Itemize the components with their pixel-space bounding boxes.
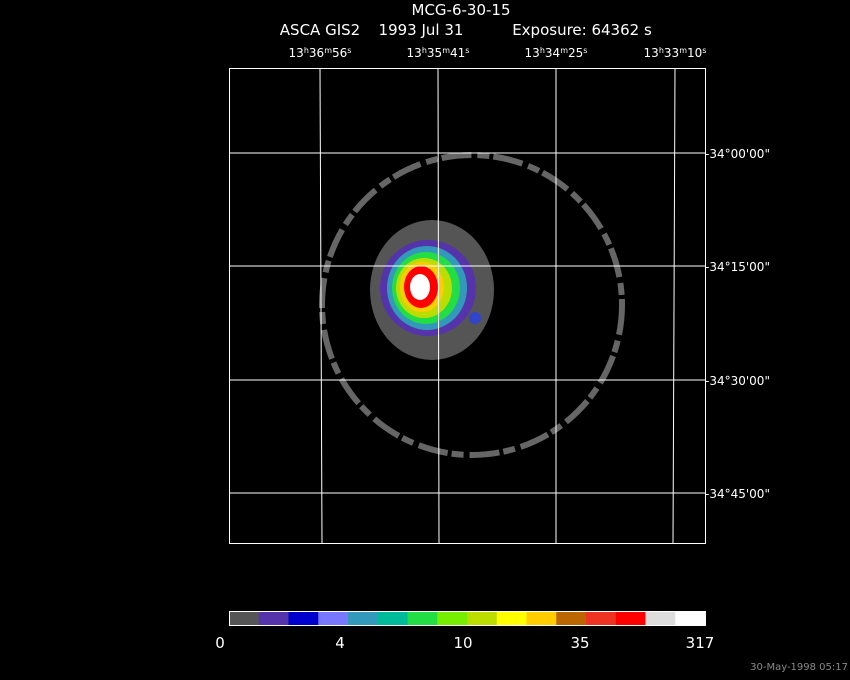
colorbar-swatch <box>467 611 498 625</box>
dec-labels: -34°00'00" -34°15'00" -34°30'00" -34°45'00" <box>705 147 770 501</box>
colorbar-label: 35 <box>570 634 589 652</box>
grid-line <box>672 67 676 544</box>
ra-number: 34 <box>545 46 560 60</box>
ra-unit: s <box>702 46 706 55</box>
title: MCG-6-30-15 <box>412 1 511 19</box>
dec-label: -34°00'00" <box>705 147 770 161</box>
colorbar-swatch <box>526 611 557 625</box>
ra-labels: 13h36m56s 13h35m41s 13h34m25s 13h33m10s <box>289 46 707 60</box>
dec-label: -34°15'00" <box>705 260 770 274</box>
grid-line <box>319 67 323 544</box>
ra-unit: h <box>422 46 427 55</box>
ra-label: 13h36m56s <box>289 46 352 60</box>
colorbar-swatch <box>675 611 706 625</box>
ra-number: 25 <box>568 46 583 60</box>
ra-number: 13 <box>644 46 659 60</box>
colorbar-swatch <box>348 611 379 625</box>
image <box>319 152 625 458</box>
exposure: Exposure: 64362 s <box>512 21 652 39</box>
instrument: ASCA GIS2 <box>280 21 360 39</box>
colorbar-swatch <box>258 611 289 625</box>
colorbar-frame <box>229 611 706 626</box>
ra-number: 13 <box>289 46 304 60</box>
dec-label: -34°45'00" <box>705 487 770 501</box>
colorbar-swatch <box>437 611 468 625</box>
ra-unit: h <box>540 46 545 55</box>
colorbar-swatch <box>496 611 527 625</box>
ra-number: 10 <box>687 46 702 60</box>
colorbar: 0 4 10 35 317 <box>215 611 714 652</box>
grid <box>229 67 705 544</box>
ra-number: 36 <box>309 46 324 60</box>
colorbar-label: 0 <box>215 634 225 652</box>
ra-unit: m <box>679 46 687 55</box>
colorbar-swatch <box>229 611 260 625</box>
ra-unit: s <box>583 46 587 55</box>
peak <box>410 274 430 300</box>
ra-number: 33 <box>664 46 679 60</box>
colorbar-label: 317 <box>686 634 715 652</box>
colorbar-swatch <box>556 611 587 625</box>
colorbar-label: 4 <box>335 634 345 652</box>
ra-unit: h <box>304 46 309 55</box>
obs-date: 1993 Jul 31 <box>379 21 464 39</box>
colorbar-swatch <box>645 611 676 625</box>
dec-label: -34°30'00" <box>705 374 770 388</box>
colorbar-swatch <box>407 611 438 625</box>
ra-number: 56 <box>332 46 347 60</box>
timestamp: 30-May-1998 05:17 <box>750 662 848 673</box>
colorbar-swatch <box>288 611 319 625</box>
ra-unit: m <box>324 46 332 55</box>
colorbar-label: 10 <box>453 634 472 652</box>
ra-number: 13 <box>407 46 422 60</box>
colorbar-swatch <box>377 611 408 625</box>
ra-number: 35 <box>427 46 442 60</box>
ra-unit: m <box>442 46 450 55</box>
ra-number: 41 <box>450 46 465 60</box>
detector-ring <box>319 152 625 458</box>
ra-label: 13h35m41s <box>407 46 470 60</box>
secondary-source <box>469 312 481 324</box>
ra-label: 13h33m10s <box>644 46 707 60</box>
ra-label: 13h34m25s <box>525 46 588 60</box>
ra-unit: m <box>560 46 568 55</box>
colorbar-swatch <box>615 611 646 625</box>
ra-unit: s <box>347 46 351 55</box>
ra-unit: h <box>659 46 664 55</box>
ra-unit: s <box>465 46 469 55</box>
ra-number: 13 <box>525 46 540 60</box>
grid-line <box>437 67 440 544</box>
colorbar-swatch <box>318 611 349 625</box>
colorbar-swatch <box>586 611 617 625</box>
frame <box>229 68 706 544</box>
